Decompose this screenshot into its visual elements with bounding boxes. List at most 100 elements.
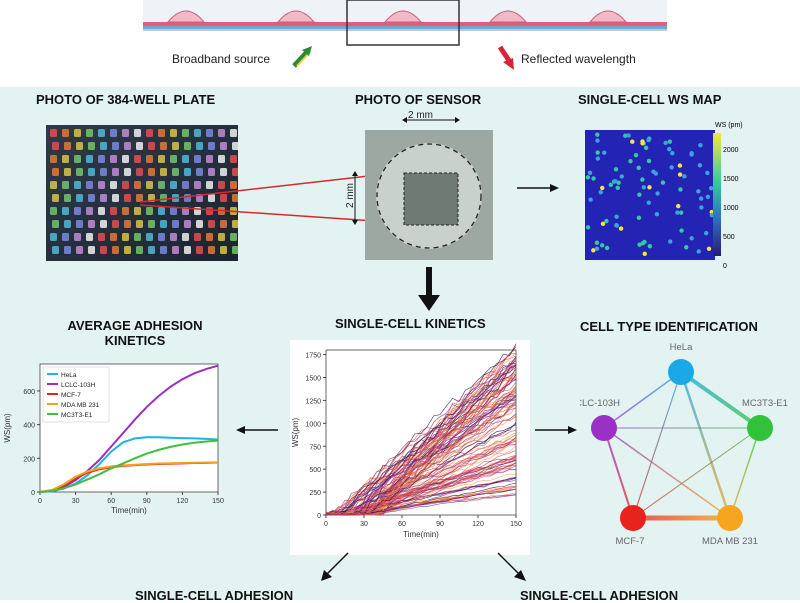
network-node-label: MCF-7 bbox=[615, 536, 644, 547]
ws-cell-spot bbox=[706, 246, 712, 251]
sensor-height-label: 2 mm bbox=[345, 183, 356, 208]
well bbox=[208, 220, 215, 228]
ws-cell-spot bbox=[655, 191, 660, 196]
well bbox=[62, 207, 69, 215]
single-cell-kinetics-chart: 0 250 500 750 1000 1250 1500 1750 0 30 60 90 120 150 T… bbox=[290, 340, 530, 555]
ws-cell-spot bbox=[599, 243, 605, 248]
ws-cell-spot bbox=[646, 158, 652, 164]
well bbox=[76, 220, 83, 228]
well bbox=[50, 129, 57, 137]
ws-cell-spot bbox=[642, 251, 647, 257]
legend-entry: HeLa bbox=[61, 372, 77, 379]
well bbox=[74, 155, 81, 163]
x-tick-label: 90 bbox=[143, 498, 151, 505]
cell-type-network: HeLa MC3T3-E1 MDA MB 231 MCF-7 LCLC-103H bbox=[580, 342, 788, 547]
well bbox=[52, 168, 59, 176]
x-tick-label: 150 bbox=[212, 498, 224, 505]
ws-cell-spot bbox=[709, 212, 715, 218]
cell-trace bbox=[325, 355, 517, 516]
ws-cell-spot bbox=[618, 226, 624, 231]
y-tick-label: 0 bbox=[317, 513, 321, 520]
ws-cell-spot bbox=[668, 239, 673, 244]
well bbox=[86, 155, 93, 163]
ws-cell-spot bbox=[697, 163, 703, 168]
well bbox=[194, 233, 201, 241]
avg-title-line2: KINETICS bbox=[104, 333, 166, 348]
well bbox=[208, 142, 215, 150]
well bbox=[62, 233, 69, 241]
well bbox=[158, 233, 165, 241]
well bbox=[136, 220, 143, 228]
network-node-label: LCLC-103H bbox=[580, 398, 620, 409]
down-arrow-icon bbox=[418, 267, 440, 311]
well bbox=[124, 246, 131, 254]
ws-cell-spot bbox=[585, 225, 591, 230]
ws-cell-spot bbox=[678, 187, 683, 192]
ws-cell-spot bbox=[619, 174, 624, 179]
cell-trace bbox=[325, 395, 517, 516]
well bbox=[100, 246, 107, 254]
network-node-label: HeLa bbox=[670, 342, 693, 353]
x-tick-label: 30 bbox=[72, 498, 80, 505]
y-tick-label: 750 bbox=[309, 444, 321, 451]
well bbox=[124, 220, 131, 228]
well bbox=[230, 129, 237, 137]
arrow-to-network-icon bbox=[535, 426, 577, 434]
well bbox=[88, 168, 95, 176]
well bbox=[194, 207, 201, 215]
well bbox=[124, 168, 131, 176]
ws-cell-spot bbox=[646, 137, 651, 143]
well bbox=[50, 181, 57, 189]
ws-cell-spot bbox=[640, 240, 646, 246]
network-node-mcf-7 bbox=[620, 505, 646, 531]
y-tick-label: 0 bbox=[31, 490, 35, 497]
y-tick-label: 250 bbox=[309, 490, 321, 497]
well bbox=[112, 246, 119, 254]
single-cell-traces bbox=[325, 343, 517, 516]
reflected-label: Reflected wavelength bbox=[521, 52, 636, 66]
ws-cell-spot bbox=[591, 176, 596, 181]
well bbox=[100, 194, 107, 202]
network-node-label: MC3T3-E1 bbox=[742, 398, 788, 409]
ws-cell-spot bbox=[689, 152, 694, 157]
well bbox=[196, 220, 203, 228]
ws-cell-spot bbox=[705, 170, 710, 176]
well bbox=[196, 168, 203, 176]
ws-cell-spot bbox=[615, 185, 620, 191]
ws-cell-spot bbox=[667, 146, 672, 152]
network-node-label: MDA MB 231 bbox=[702, 536, 758, 547]
well bbox=[170, 155, 177, 163]
x-tick-label: 60 bbox=[398, 521, 406, 528]
well bbox=[182, 233, 189, 241]
legend-entry: MC3T3-E1 bbox=[61, 412, 93, 419]
well bbox=[146, 233, 153, 241]
colorbar-tick: 0 bbox=[723, 263, 727, 270]
ws-cell-spot bbox=[594, 246, 600, 251]
well bbox=[172, 194, 179, 202]
well bbox=[134, 233, 141, 241]
ws-cell-spot bbox=[670, 151, 675, 156]
ws-cell-spot bbox=[626, 133, 631, 138]
well bbox=[52, 194, 59, 202]
well bbox=[100, 142, 107, 150]
y-tick-label: 1250 bbox=[305, 398, 321, 405]
cell-trace bbox=[325, 465, 517, 516]
ws-cell-spot bbox=[587, 170, 593, 175]
well bbox=[110, 129, 117, 137]
x-tick-label: 0 bbox=[38, 498, 42, 505]
well bbox=[230, 155, 237, 163]
cell-trace bbox=[325, 488, 517, 515]
well bbox=[196, 194, 203, 202]
well bbox=[148, 220, 155, 228]
ws-cell-spot bbox=[614, 214, 619, 219]
well bbox=[134, 155, 141, 163]
well bbox=[64, 168, 71, 176]
well bbox=[194, 181, 201, 189]
cell-trace bbox=[325, 368, 517, 516]
ws-cell-spot bbox=[682, 174, 687, 179]
well bbox=[64, 246, 71, 254]
well bbox=[220, 246, 227, 254]
network-node-lclc-103h bbox=[591, 415, 617, 441]
ws-cell-spot bbox=[612, 178, 618, 184]
well bbox=[122, 129, 129, 137]
